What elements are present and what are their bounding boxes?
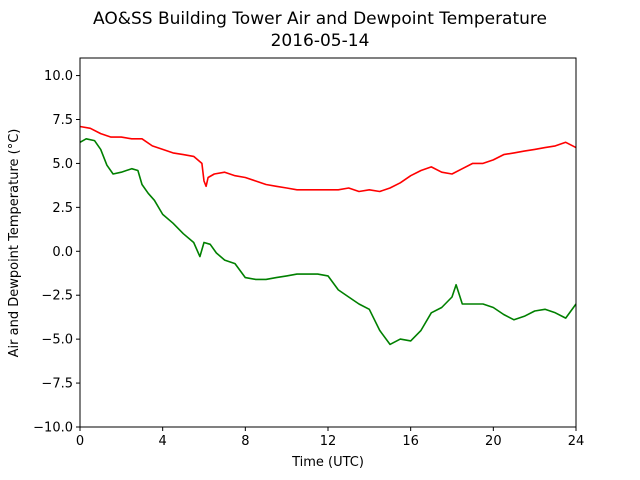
y-axis-ticks: −10.0 −7.5 −5.0 −2.5 0.0 2.5 5.0 7.5 10.0	[33, 69, 80, 436]
x-tick-label: 24	[568, 434, 585, 449]
y-tick-label: −5.0	[41, 333, 73, 348]
y-tick-label: 0.0	[52, 245, 73, 260]
x-tick-label: 4	[159, 434, 167, 449]
x-axis-ticks: 0 4 8 12 16 20 24	[76, 427, 584, 449]
y-tick-label: 2.5	[52, 201, 73, 216]
chart-subtitle: 2016-05-14	[271, 31, 370, 51]
y-tick-label: −2.5	[41, 289, 73, 304]
axes-frame	[79, 57, 577, 428]
x-axis-label: Time (UTC)	[291, 455, 364, 470]
y-tick-label: 5.0	[52, 157, 73, 172]
chart-title: AO&SS Building Tower Air and Dewpoint Te…	[93, 9, 547, 29]
x-tick-label: 16	[402, 434, 419, 449]
y-tick-label: 7.5	[52, 113, 73, 128]
y-axis-label: Air and Dewpoint Temperature (°C)	[7, 129, 22, 358]
plot-area	[79, 57, 577, 428]
y-tick-label: −10.0	[33, 421, 73, 436]
x-tick-label: 12	[320, 434, 337, 449]
x-tick-label: 0	[76, 434, 84, 449]
y-tick-label: −7.5	[41, 377, 73, 392]
x-tick-label: 8	[241, 434, 249, 449]
x-tick-label: 20	[485, 434, 502, 449]
y-tick-label: 10.0	[44, 69, 73, 84]
series-layer	[79, 125, 577, 346]
series-line-1	[79, 125, 577, 193]
series-line-2	[79, 138, 577, 346]
